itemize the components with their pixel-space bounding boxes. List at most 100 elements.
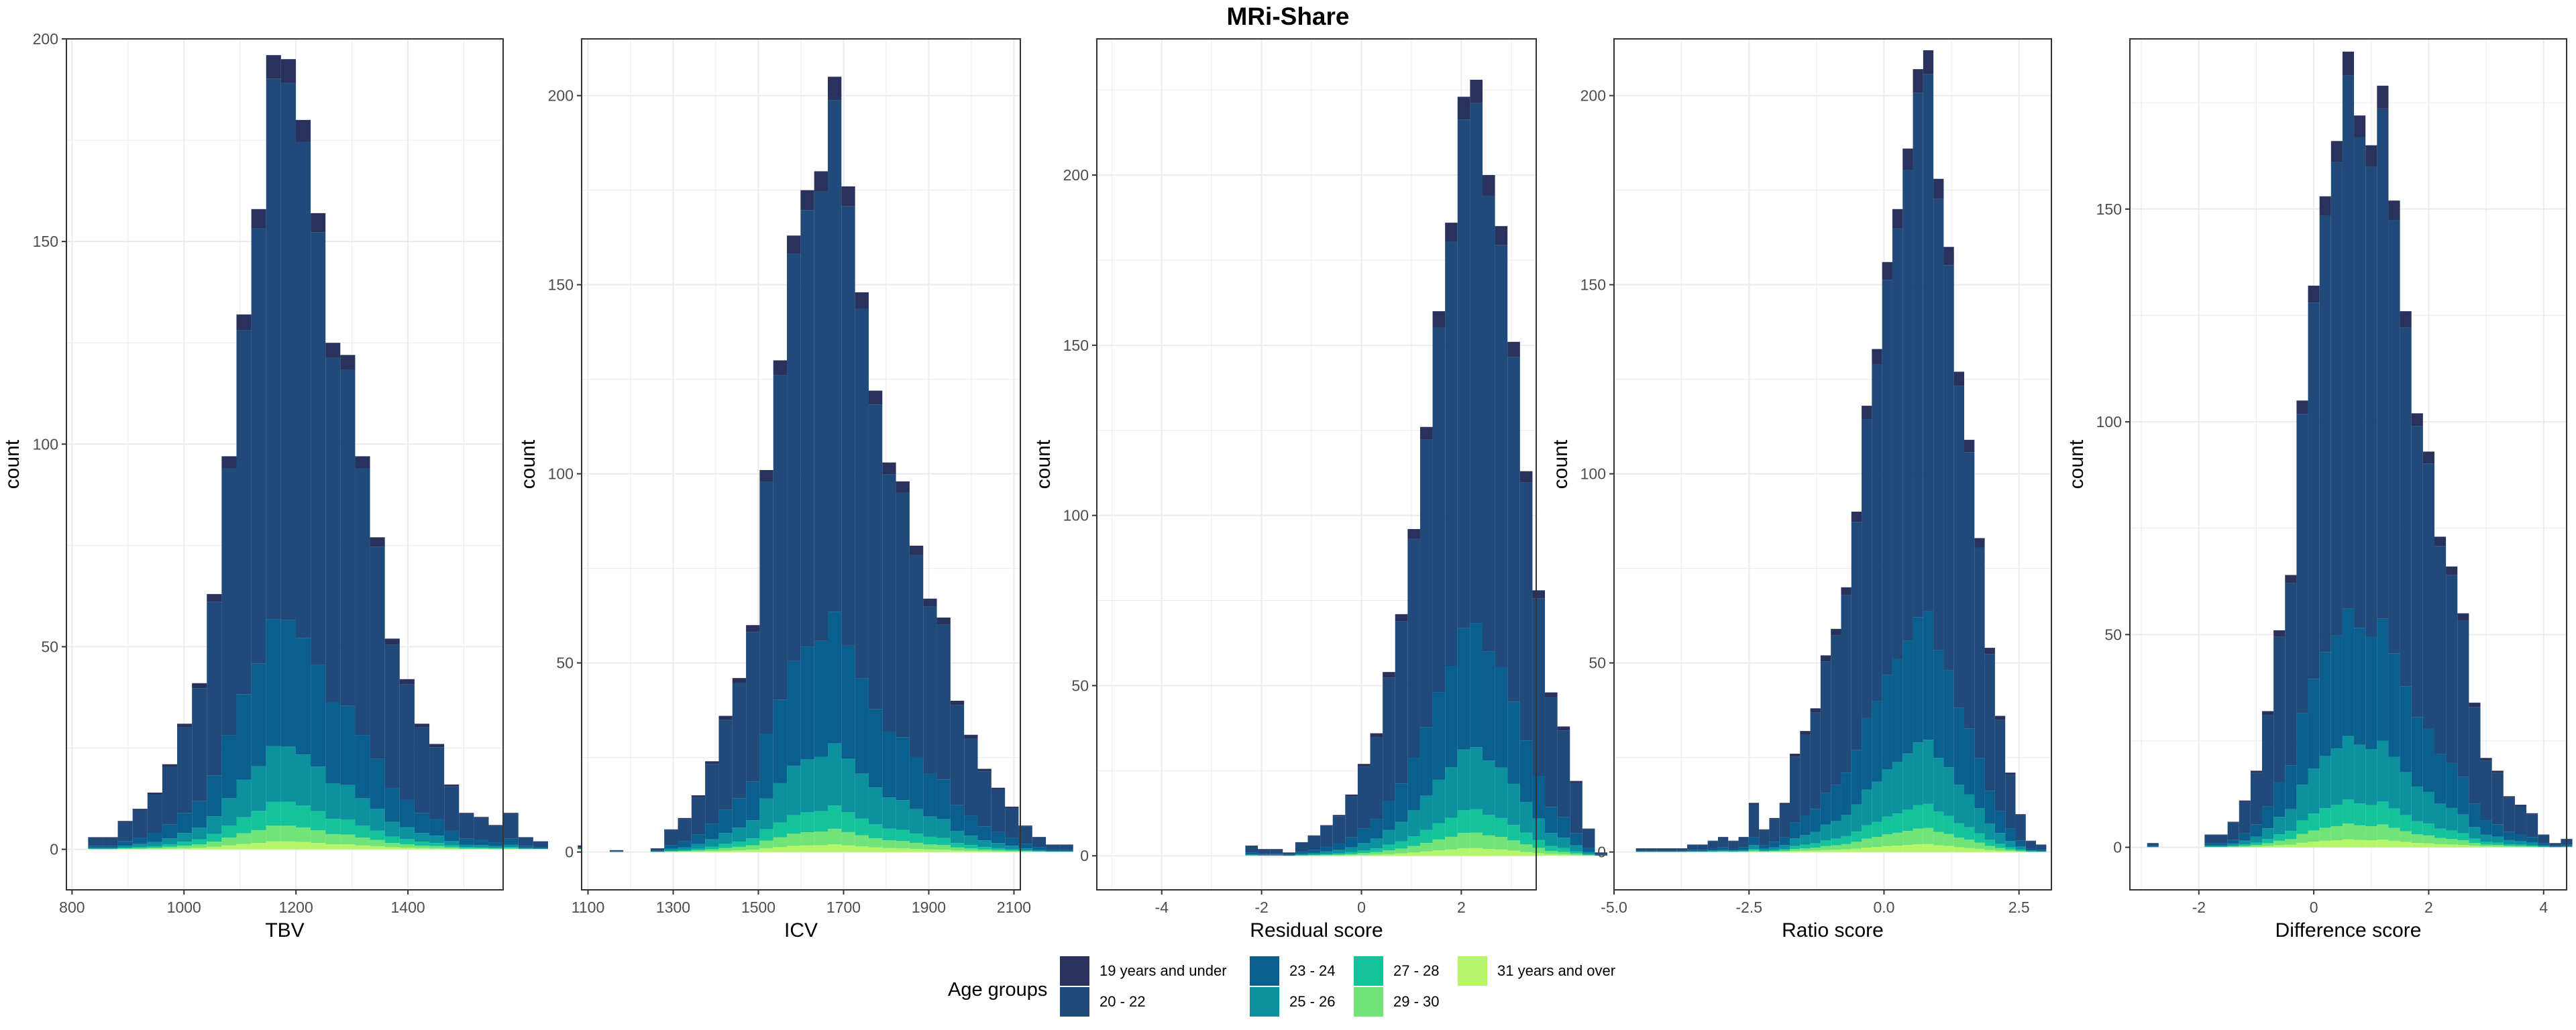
bar-segment	[2480, 842, 2492, 845]
bar-segment	[787, 846, 801, 852]
bar-segment	[266, 825, 281, 842]
bar-segment	[1307, 855, 1321, 856]
x-tick-label: 800	[59, 899, 85, 916]
bar-segment	[814, 640, 828, 757]
bar-segment	[1370, 852, 1383, 855]
bar-segment	[340, 355, 356, 370]
bar-segment	[678, 850, 692, 852]
bar-segment	[2400, 772, 2412, 815]
x-tick-label: -2	[1254, 899, 1268, 916]
bar-segment	[964, 848, 978, 851]
bar-segment	[991, 789, 1006, 832]
bar-segment	[459, 847, 474, 848]
bar-segment	[370, 758, 385, 809]
bar-segment	[1666, 850, 1677, 852]
bar-segment	[1974, 808, 1985, 834]
bar-segment	[2491, 842, 2504, 846]
bar-segment	[1882, 675, 1892, 770]
bar-segment	[1545, 807, 1558, 834]
bar-segment	[1974, 758, 1985, 809]
bar-segment	[1295, 842, 1308, 843]
bar-segment	[2308, 830, 2320, 842]
bar-segment	[1820, 793, 1831, 825]
x-tick-label: 0	[2310, 899, 2318, 916]
bar-segment	[1697, 850, 1708, 852]
bar-segment	[1258, 854, 1271, 856]
bar-segment	[1831, 628, 1841, 636]
bar-segment	[1790, 846, 1801, 850]
bar-segment	[221, 837, 237, 846]
bar-segment	[1862, 718, 1872, 790]
bar-segment	[2469, 827, 2481, 839]
bar-segment	[718, 716, 733, 720]
x-tick-label: 1100	[572, 899, 604, 916]
bar-segment	[429, 848, 445, 850]
bar-segment	[2147, 846, 2159, 848]
legend-swatch	[1250, 956, 1279, 986]
bar-segment	[2342, 736, 2355, 800]
bar-segment	[1357, 850, 1371, 854]
bar-segment	[2538, 843, 2550, 846]
bar-segment	[2296, 713, 2308, 785]
bar-segment	[1738, 837, 1749, 848]
bar-segment	[950, 831, 965, 844]
bar-segment	[1557, 726, 1570, 731]
x-tick-label: 0.0	[1873, 899, 1894, 916]
bar-segment	[280, 82, 296, 620]
y-tick-label: 150	[2096, 201, 2122, 218]
bar-segment	[1295, 852, 1308, 854]
legend-swatch	[1060, 987, 1089, 1017]
bar-segment	[1717, 850, 1729, 852]
bar-segment	[1953, 823, 1965, 838]
y-tick-label: 0	[2113, 839, 2122, 856]
bar-segment	[340, 834, 356, 845]
bar-segment	[1046, 844, 1060, 850]
bar-segment	[1357, 764, 1371, 767]
bar-segment	[1419, 843, 1433, 852]
bar-segment	[459, 844, 474, 848]
bar-segment	[325, 819, 341, 834]
bar-segment	[1557, 852, 1570, 855]
bar-segment	[2296, 400, 2308, 414]
bar-segment	[1872, 847, 1882, 852]
bar-segment	[1831, 635, 1841, 785]
bar-segment	[1332, 815, 1346, 817]
bar-segment	[1841, 849, 1851, 852]
bar-segment	[1470, 623, 1483, 748]
bar-segment	[1913, 828, 1923, 844]
x-tick-label: 2100	[997, 899, 1031, 916]
bar-segment	[474, 840, 489, 846]
bar-segment	[1383, 844, 1395, 851]
bar-segment	[2296, 834, 2308, 843]
bar-segment	[1345, 796, 1358, 838]
bar-segment	[1370, 838, 1383, 849]
bar-segment	[2377, 740, 2389, 802]
bar-segment	[1519, 852, 1533, 856]
bar-segment	[950, 701, 965, 705]
bar-segment	[1407, 758, 1420, 811]
bar-segment	[488, 842, 504, 846]
bar-segment	[1357, 854, 1371, 856]
bar-segment	[2354, 628, 2366, 745]
bar-segment	[1457, 848, 1470, 856]
bar-segment	[800, 190, 814, 211]
bar-segment	[923, 844, 937, 850]
bar-segment	[1395, 783, 1408, 822]
bar-segment	[2400, 815, 2412, 832]
bar-segment	[2434, 546, 2447, 754]
bar-segment	[295, 638, 311, 755]
bar-segment	[1882, 769, 1892, 817]
bar-segment	[1953, 785, 1965, 823]
bar-segment	[2538, 834, 2550, 836]
bar-segment	[1507, 341, 1520, 357]
bar-segment	[474, 817, 489, 840]
bar-segment	[1943, 767, 1954, 816]
bar-segment	[192, 688, 207, 801]
bar-segment	[855, 835, 869, 847]
bar-segment	[2262, 843, 2274, 846]
bar-segment	[936, 779, 951, 819]
bar-segment	[923, 606, 937, 774]
bar-segment	[1432, 823, 1446, 840]
bar-segment	[759, 469, 773, 482]
